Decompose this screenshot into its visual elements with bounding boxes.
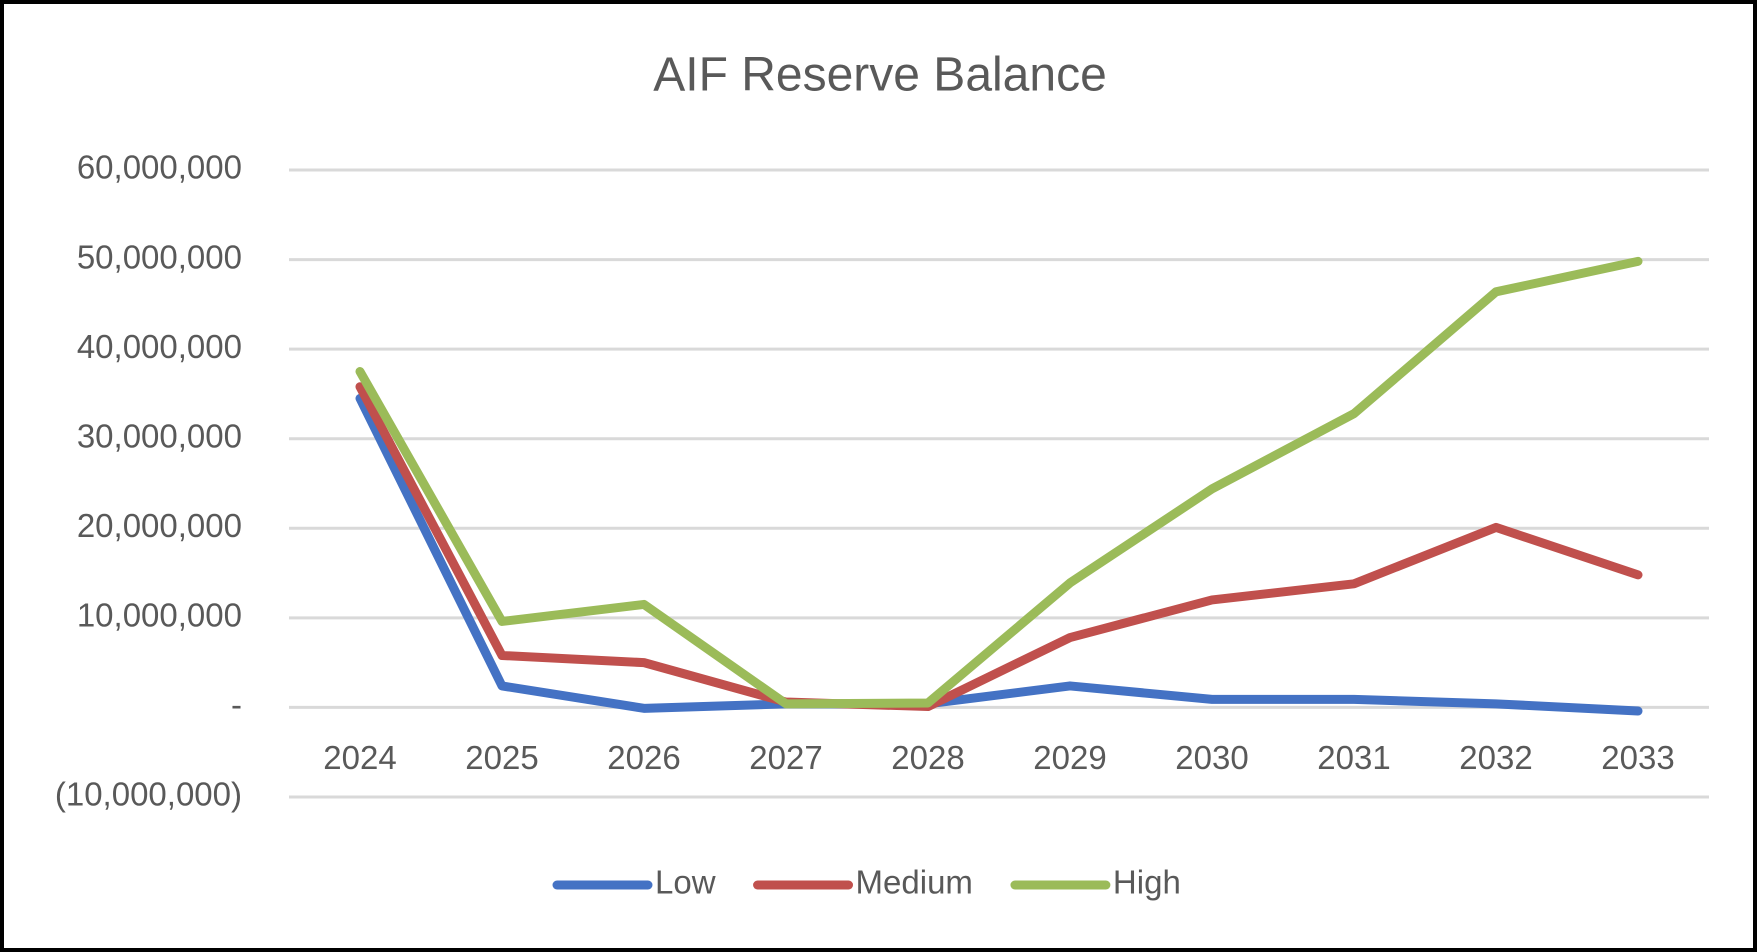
x-tick-label: 2030 xyxy=(1175,739,1248,776)
y-tick-label: 20,000,000 xyxy=(77,507,242,544)
y-tick-label: (10,000,000) xyxy=(55,776,242,813)
y-tick-label: 50,000,000 xyxy=(77,238,242,275)
x-tick-label: 2033 xyxy=(1601,739,1674,776)
x-tick-label: 2026 xyxy=(607,739,680,776)
x-tick-label: 2028 xyxy=(891,739,964,776)
y-tick-label: 40,000,000 xyxy=(77,328,242,365)
y-tick-label: - xyxy=(231,686,242,723)
series-line xyxy=(355,256,1643,709)
legend-label: Low xyxy=(655,864,716,901)
series-line xyxy=(355,382,1643,712)
legend-label: Medium xyxy=(856,864,973,901)
x-tick-label: 2027 xyxy=(749,739,822,776)
y-tick-label: 60,000,000 xyxy=(77,149,242,186)
x-tick-label: 2029 xyxy=(1033,739,1106,776)
y-tick-label: 30,000,000 xyxy=(77,417,242,454)
legend-label: High xyxy=(1113,864,1181,901)
chart-title: AIF Reserve Balance xyxy=(653,49,1107,102)
x-tick-label: 2025 xyxy=(465,739,538,776)
x-tick-label: 2032 xyxy=(1459,739,1532,776)
x-tick-label: 2031 xyxy=(1317,739,1390,776)
y-tick-label: 10,000,000 xyxy=(77,597,242,634)
series-line xyxy=(355,393,1643,716)
x-tick-label: 2024 xyxy=(323,739,396,776)
